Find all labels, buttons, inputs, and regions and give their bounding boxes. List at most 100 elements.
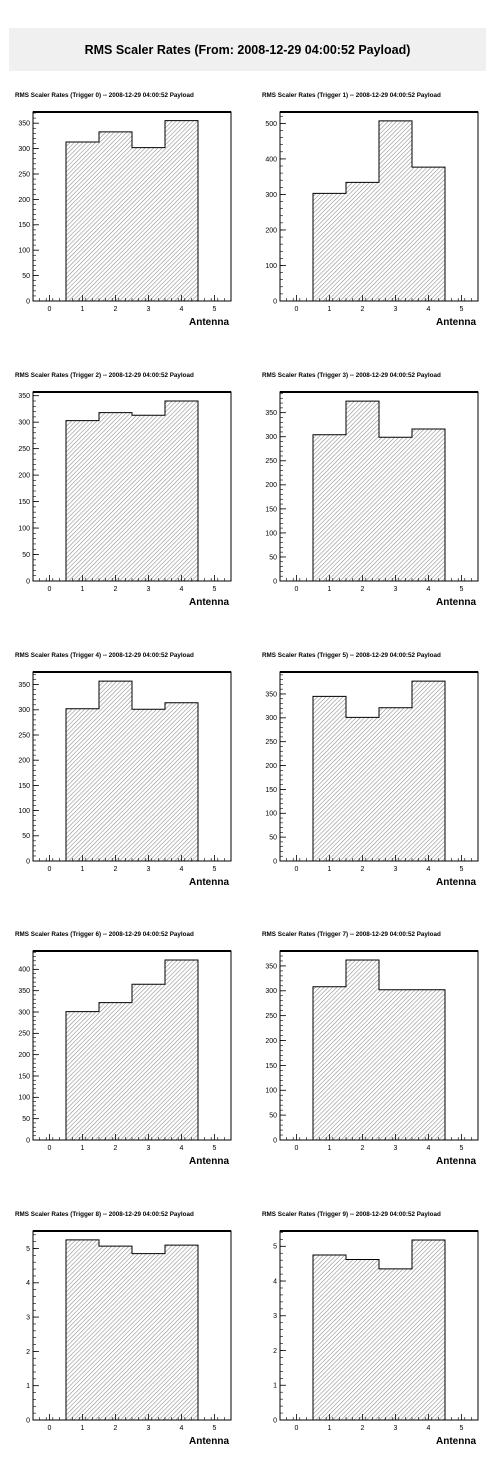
- bar-1: [313, 986, 346, 1140]
- x-tick-label: 4: [180, 586, 184, 593]
- y-tick-label: 150: [265, 506, 277, 513]
- x-tick-label: 5: [460, 586, 464, 593]
- bar-1: [313, 193, 346, 301]
- bar-2: [99, 681, 132, 861]
- y-tick-label: 50: [269, 835, 277, 842]
- x-tick-label: 0: [295, 306, 299, 313]
- y-tick-label: 2: [26, 1349, 30, 1356]
- bar-3: [132, 709, 165, 861]
- x-tick-label: 4: [180, 866, 184, 873]
- bar-4: [412, 681, 445, 861]
- y-tick-label: 0: [273, 1417, 277, 1424]
- x-tick-label: 3: [147, 1425, 151, 1432]
- bar-2: [346, 1259, 379, 1420]
- x-tick-label: 5: [460, 306, 464, 313]
- y-tick-label: 2: [273, 1348, 277, 1355]
- x-axis-label: Antenna: [189, 597, 229, 608]
- chart-4: RMS Scaler Rates (Trigger 4) -- 2008-12-…: [15, 652, 232, 888]
- histogram-outline: [312, 680, 446, 861]
- y-tick-label: 100: [265, 1088, 277, 1095]
- x-tick-label: 3: [147, 1145, 151, 1152]
- x-axis-label: Antenna: [189, 877, 229, 888]
- bar-1: [66, 708, 99, 861]
- y-tick-label: 300: [265, 192, 277, 199]
- bar-3: [132, 1253, 165, 1420]
- x-axis-label: Antenna: [436, 1156, 476, 1167]
- x-tick-label: 5: [460, 1145, 464, 1152]
- chart-0: RMS Scaler Rates (Trigger 0) -- 2008-12-…: [15, 92, 232, 328]
- chart-8: RMS Scaler Rates (Trigger 8) -- 2008-12-…: [15, 1211, 232, 1447]
- chart-title: RMS Scaler Rates (Trigger 0) -- 2008-12-…: [15, 92, 194, 99]
- histogram-outline: [65, 959, 199, 1140]
- y-tick-label: 200: [265, 227, 277, 234]
- x-tick-label: 3: [147, 866, 151, 873]
- x-tick-label: 5: [213, 306, 217, 313]
- histogram-outline: [65, 400, 199, 581]
- bar-3: [379, 707, 412, 861]
- y-tick-label: 250: [265, 458, 277, 465]
- bar-3: [132, 415, 165, 581]
- y-tick-label: 300: [18, 146, 30, 153]
- y-tick-label: 350: [18, 988, 30, 995]
- x-tick-label: 3: [394, 586, 398, 593]
- y-tick-label: 5: [26, 1246, 30, 1253]
- y-tick-label: 300: [265, 434, 277, 441]
- x-tick-label: 0: [48, 306, 52, 313]
- x-tick-label: 3: [147, 306, 151, 313]
- y-tick-label: 250: [18, 446, 30, 453]
- chart-6: RMS Scaler Rates (Trigger 6) -- 2008-12-…: [15, 931, 232, 1167]
- y-tick-label: 4: [273, 1278, 277, 1285]
- chart-5: RMS Scaler Rates (Trigger 5) -- 2008-12-…: [262, 652, 479, 888]
- page-title: RMS Scaler Rates (From: 2008-12-29 04:00…: [84, 42, 411, 57]
- x-tick-label: 4: [180, 306, 184, 313]
- x-tick-label: 2: [361, 586, 365, 593]
- y-tick-label: 350: [265, 410, 277, 417]
- histogram-outline: [312, 959, 446, 1140]
- chart-title: RMS Scaler Rates (Trigger 2) -- 2008-12-…: [15, 372, 194, 379]
- chart-title: RMS Scaler Rates (Trigger 7) -- 2008-12-…: [262, 931, 441, 938]
- x-tick-label: 2: [361, 1425, 365, 1432]
- y-tick-label: 350: [265, 691, 277, 698]
- y-tick-label: 4: [26, 1280, 30, 1287]
- x-tick-label: 3: [394, 866, 398, 873]
- bar-4: [412, 429, 445, 581]
- y-tick-label: 50: [269, 1113, 277, 1120]
- histogram-outline: [65, 680, 199, 861]
- y-tick-label: 3: [273, 1313, 277, 1320]
- y-tick-label: 250: [265, 739, 277, 746]
- chart-title: RMS Scaler Rates (Trigger 5) -- 2008-12-…: [262, 652, 441, 659]
- histogram-outline: [312, 400, 446, 581]
- y-tick-label: 50: [22, 552, 30, 559]
- y-tick-label: 50: [269, 554, 277, 561]
- x-tick-label: 2: [114, 586, 118, 593]
- x-axis-label: Antenna: [189, 1156, 229, 1167]
- bar-1: [66, 1239, 99, 1420]
- x-tick-label: 1: [328, 1425, 332, 1432]
- bar-2: [346, 959, 379, 1140]
- x-tick-label: 3: [394, 1145, 398, 1152]
- bar-3: [379, 120, 412, 301]
- chart-title: RMS Scaler Rates (Trigger 3) -- 2008-12-…: [262, 372, 441, 379]
- y-tick-label: 100: [18, 525, 30, 532]
- bar-1: [66, 420, 99, 581]
- y-tick-label: 0: [26, 1137, 30, 1144]
- x-axis-label: Antenna: [436, 877, 476, 888]
- bar-1: [66, 141, 99, 301]
- x-tick-label: 0: [48, 586, 52, 593]
- y-tick-label: 300: [18, 420, 30, 427]
- x-tick-label: 1: [81, 306, 85, 313]
- y-tick-label: 300: [18, 1009, 30, 1016]
- bar-4: [412, 167, 445, 301]
- x-tick-label: 0: [48, 866, 52, 873]
- bar-4: [165, 702, 198, 861]
- bar-2: [346, 717, 379, 861]
- y-tick-label: 100: [18, 248, 30, 255]
- histogram-outline: [65, 1239, 199, 1420]
- y-tick-label: 0: [273, 578, 277, 585]
- y-tick-label: 300: [265, 988, 277, 995]
- x-tick-label: 0: [295, 586, 299, 593]
- bar-4: [165, 120, 198, 301]
- x-tick-label: 5: [460, 1425, 464, 1432]
- x-axis-label: Antenna: [189, 317, 229, 328]
- x-tick-label: 1: [328, 306, 332, 313]
